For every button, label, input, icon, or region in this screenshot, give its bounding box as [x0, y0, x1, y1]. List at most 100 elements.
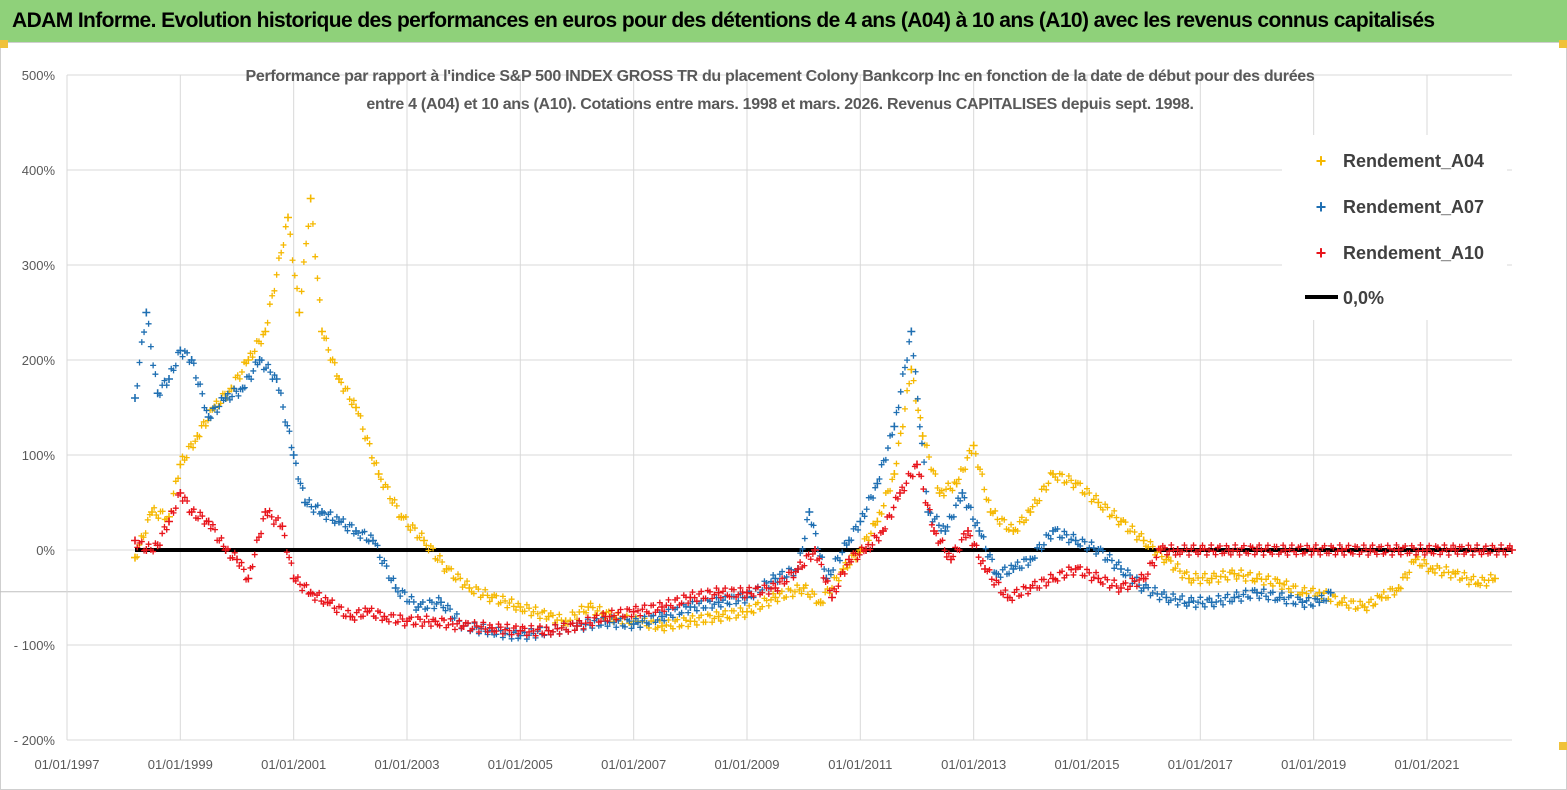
- data-point: [1045, 480, 1052, 487]
- data-point: [1038, 546, 1045, 553]
- data-point: [333, 609, 340, 616]
- data-point: [674, 595, 681, 602]
- data-point: [478, 623, 485, 630]
- data-point: [345, 607, 352, 614]
- data-point: [1502, 551, 1509, 558]
- data-point: [711, 601, 718, 608]
- data-point: [268, 513, 275, 520]
- data-point: [284, 213, 292, 222]
- data-point: [145, 320, 152, 327]
- page-title: ADAM Informe. Evolution historique des p…: [12, 9, 1435, 32]
- data-point: [964, 454, 971, 461]
- data-point: [1031, 555, 1038, 562]
- series-a10: [131, 460, 1516, 639]
- data-point: [1323, 597, 1330, 604]
- data-point: [1386, 545, 1393, 552]
- legend-marker-a04: +: [1316, 151, 1327, 171]
- data-point: [807, 556, 814, 563]
- data-point: [1077, 542, 1084, 549]
- data-point: [1133, 536, 1140, 543]
- data-point: [934, 484, 941, 491]
- data-point: [811, 591, 818, 598]
- data-point: [1149, 589, 1156, 596]
- data-point: [1136, 576, 1143, 583]
- data-point: [389, 499, 396, 506]
- data-point: [331, 520, 338, 527]
- data-point: [1068, 477, 1075, 484]
- data-point: [810, 522, 817, 529]
- data-point: [1284, 551, 1291, 558]
- data-point: [457, 575, 464, 582]
- data-point: [1467, 546, 1474, 553]
- data-point: [488, 623, 496, 632]
- data-point: [261, 327, 270, 336]
- data-point: [1000, 591, 1007, 598]
- data-point: [196, 433, 203, 440]
- data-point: [1142, 575, 1149, 582]
- data-point: [863, 506, 870, 513]
- data-point: [722, 607, 729, 614]
- data-point: [286, 428, 293, 435]
- data-point: [1402, 571, 1409, 578]
- data-point: [1426, 542, 1433, 549]
- data-point: [798, 590, 805, 597]
- data-point: [1179, 574, 1186, 581]
- data-point: [234, 372, 241, 379]
- data-point: [1063, 479, 1070, 486]
- data-point: [1508, 546, 1516, 554]
- data-point: [1454, 551, 1461, 558]
- data-point: [508, 596, 515, 603]
- data-point: [626, 606, 633, 613]
- data-point: [131, 536, 139, 545]
- data-point: [1111, 565, 1118, 572]
- data-point: [175, 475, 182, 482]
- data-point: [1014, 559, 1021, 566]
- data-point: [151, 504, 158, 511]
- data-point: [1373, 551, 1380, 558]
- data-point: [1393, 542, 1400, 549]
- data-point: [1188, 546, 1195, 553]
- data-point: [685, 600, 692, 607]
- data-point: [493, 628, 500, 635]
- data-point: [893, 409, 900, 416]
- data-point: [179, 353, 186, 360]
- data-point: [455, 571, 461, 578]
- data-point: [1102, 501, 1109, 508]
- legend-label-a04: Rendement_A04: [1343, 151, 1484, 171]
- data-point: [288, 560, 295, 567]
- data-point: [884, 445, 891, 452]
- y-tick-label: - 100%: [14, 638, 56, 653]
- data-point: [297, 581, 304, 588]
- data-point: [880, 502, 887, 509]
- data-point: [1230, 593, 1239, 602]
- data-point: [1176, 596, 1183, 603]
- data-point: [901, 364, 908, 371]
- data-point: [335, 375, 343, 383]
- data-point: [1215, 592, 1222, 599]
- data-point: [958, 536, 965, 543]
- data-point: [306, 194, 315, 203]
- data-point: [348, 401, 355, 408]
- data-point: [801, 535, 808, 542]
- data-point: [702, 604, 709, 611]
- data-point: [409, 521, 416, 528]
- data-point: [1199, 574, 1206, 581]
- data-point: [870, 494, 877, 501]
- data-point: [486, 598, 493, 605]
- data-point: [852, 550, 859, 557]
- data-point: [628, 625, 635, 632]
- data-point: [405, 523, 412, 530]
- data-point: [1084, 566, 1090, 573]
- corner-mark-right: [1559, 40, 1567, 48]
- data-point: [1256, 595, 1263, 602]
- data-point: [939, 537, 946, 544]
- data-point: [447, 606, 454, 613]
- data-point: [235, 392, 242, 399]
- data-point: [1059, 568, 1066, 575]
- data-point: [305, 223, 312, 230]
- data-point: [541, 607, 548, 614]
- data-point: [192, 438, 199, 445]
- data-point: [176, 460, 185, 469]
- data-point: [1301, 604, 1308, 611]
- data-point: [360, 613, 367, 620]
